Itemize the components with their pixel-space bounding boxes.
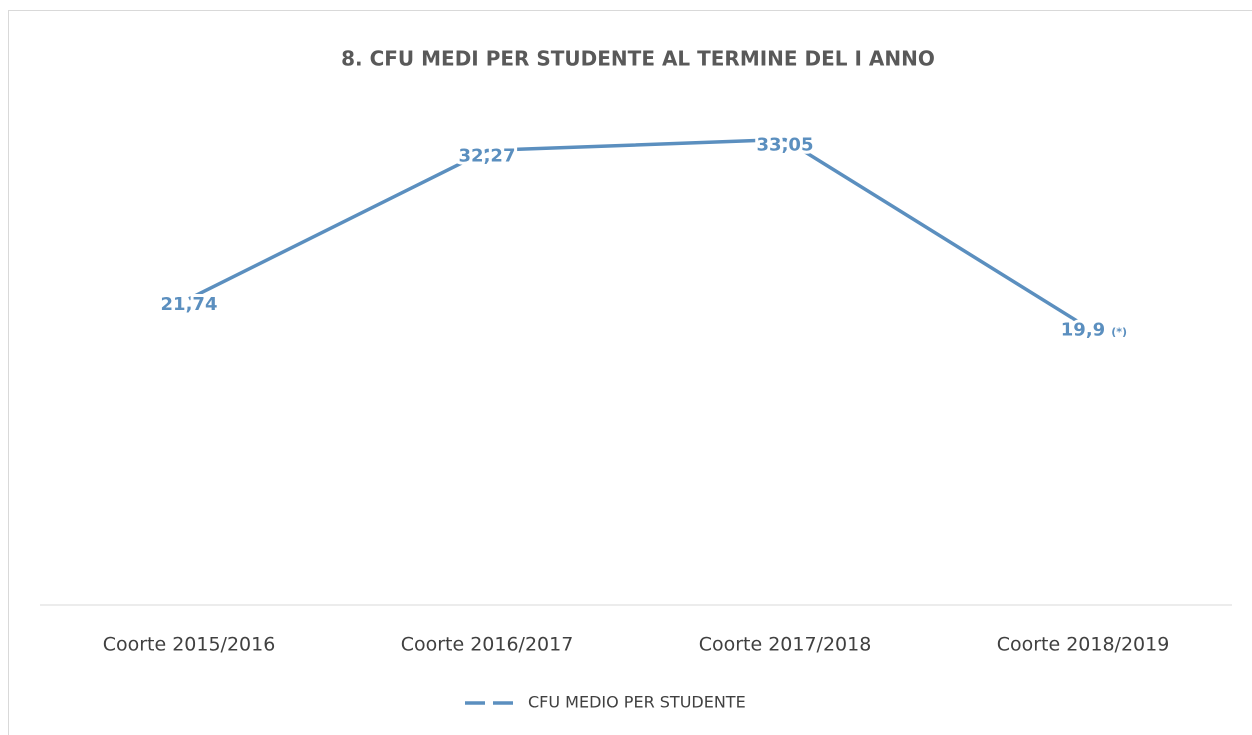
data-label: 32,27 xyxy=(459,145,516,166)
data-line xyxy=(188,137,1084,327)
chart-title: 8. CFU MEDI PER STUDENTE AL TERMINE DEL … xyxy=(341,47,935,71)
chart-frame xyxy=(8,10,1252,735)
x-tick-label: Coorte 2016/2017 xyxy=(401,634,574,656)
x-tick-label: Coorte 2017/2018 xyxy=(699,634,872,656)
annotation: (*) xyxy=(1111,326,1127,339)
data-label: 21,74 xyxy=(161,294,218,315)
data-label: 19,9 xyxy=(1061,320,1105,341)
legend-label: CFU MEDIO PER STUDENTE xyxy=(528,693,746,712)
data-label: 33,05 xyxy=(757,134,814,155)
x-tick-label: Coorte 2018/2019 xyxy=(997,634,1170,656)
x-tick-label: Coorte 2015/2016 xyxy=(103,634,276,656)
